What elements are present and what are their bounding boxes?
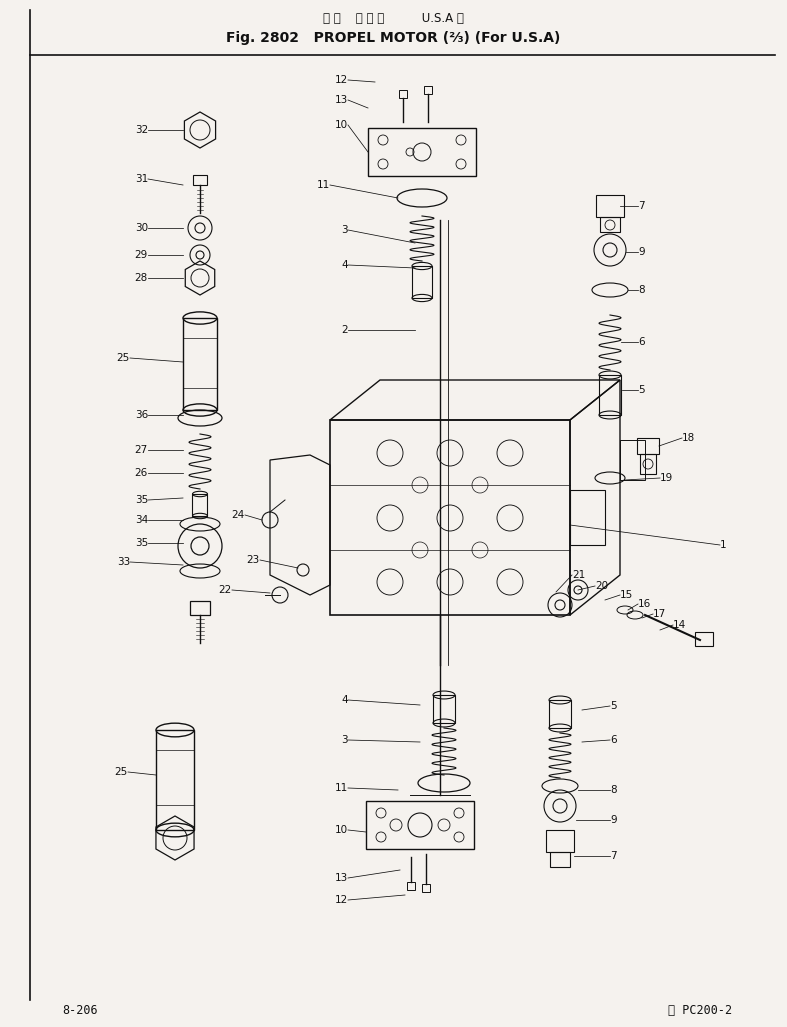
Text: 13: 13: [334, 873, 348, 883]
Text: 14: 14: [673, 620, 686, 630]
Text: 6: 6: [610, 735, 617, 745]
Text: 12: 12: [334, 895, 348, 905]
Bar: [368, 128, 476, 176]
Text: 2: 2: [342, 325, 348, 335]
Text: 10: 10: [335, 120, 348, 130]
Text: 10: 10: [335, 825, 348, 835]
Bar: [183, 318, 217, 410]
Bar: [399, 90, 407, 98]
Text: 16: 16: [638, 599, 652, 609]
Text: 4: 4: [342, 695, 348, 705]
Text: 12: 12: [334, 75, 348, 85]
Text: 27: 27: [135, 445, 148, 455]
Text: Fig. 2802   PROPEL MOTOR (⅔) (For U.S.A): Fig. 2802 PROPEL MOTOR (⅔) (For U.S.A): [226, 31, 560, 45]
Bar: [193, 175, 207, 185]
Text: 35: 35: [135, 495, 148, 505]
Text: 7: 7: [610, 851, 617, 861]
Text: 8: 8: [610, 785, 617, 795]
Text: 15: 15: [620, 589, 634, 600]
Text: 30: 30: [135, 223, 148, 233]
Text: 35: 35: [135, 538, 148, 548]
Bar: [193, 494, 208, 516]
Bar: [424, 86, 432, 94]
Text: 9: 9: [638, 248, 645, 257]
Text: 1: 1: [720, 540, 726, 550]
Text: 18: 18: [682, 433, 695, 443]
Bar: [695, 632, 713, 646]
Bar: [599, 375, 621, 415]
Bar: [620, 440, 645, 480]
Text: 4: 4: [342, 260, 348, 270]
Text: 28: 28: [135, 273, 148, 283]
Text: 24: 24: [231, 510, 245, 520]
Text: ① PC200-2: ① PC200-2: [668, 1003, 732, 1017]
Text: 9: 9: [610, 815, 617, 825]
Text: 22: 22: [219, 585, 232, 595]
Text: 5: 5: [610, 701, 617, 711]
Text: 11: 11: [334, 783, 348, 793]
Text: 29: 29: [135, 250, 148, 260]
Bar: [366, 801, 474, 849]
Text: 25: 25: [116, 353, 130, 363]
Bar: [546, 830, 574, 852]
Text: 34: 34: [135, 515, 148, 525]
Text: 13: 13: [334, 96, 348, 105]
Bar: [190, 601, 210, 615]
Text: 8: 8: [638, 286, 645, 295]
Text: 23: 23: [247, 555, 260, 565]
Text: 17: 17: [653, 609, 667, 619]
Text: 3: 3: [342, 225, 348, 235]
Text: 5: 5: [638, 385, 645, 395]
Bar: [549, 700, 571, 728]
Text: 21: 21: [572, 570, 586, 580]
Bar: [330, 420, 570, 615]
Text: 19: 19: [660, 473, 673, 483]
Text: 11: 11: [316, 180, 330, 190]
Text: 定 行    モ ー タ          U.S.A 向: 定 行 モ ー タ U.S.A 向: [323, 11, 464, 25]
Bar: [433, 695, 455, 723]
Bar: [412, 266, 432, 298]
Bar: [596, 195, 624, 217]
Bar: [550, 852, 570, 867]
Text: 25: 25: [115, 767, 128, 777]
Bar: [637, 438, 659, 454]
Text: 8-206: 8-206: [62, 1003, 98, 1017]
Text: 32: 32: [135, 125, 148, 135]
Text: 31: 31: [135, 174, 148, 184]
Text: 6: 6: [638, 337, 645, 347]
Bar: [570, 490, 605, 545]
Bar: [407, 882, 415, 890]
Text: 7: 7: [638, 201, 645, 211]
Bar: [422, 884, 430, 892]
Bar: [600, 217, 620, 232]
Text: 3: 3: [342, 735, 348, 745]
Text: 26: 26: [135, 468, 148, 478]
Bar: [640, 454, 656, 474]
Text: 20: 20: [595, 581, 608, 591]
Text: 36: 36: [135, 410, 148, 420]
Bar: [156, 730, 194, 830]
Text: 33: 33: [116, 557, 130, 567]
